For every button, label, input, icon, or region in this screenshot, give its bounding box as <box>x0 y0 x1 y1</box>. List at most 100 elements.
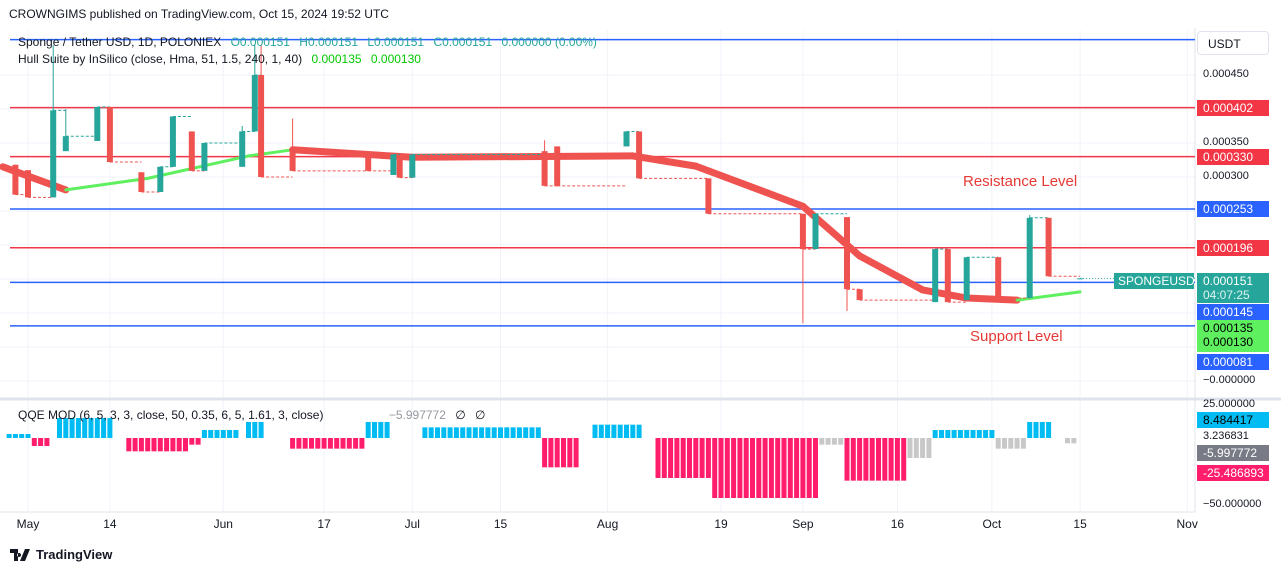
qqe-bar <box>189 438 195 445</box>
candle-body <box>705 178 712 214</box>
candle-body <box>289 151 296 171</box>
qqe-bar <box>907 438 913 458</box>
qqe-bar <box>309 438 314 449</box>
qqe-bar <box>491 427 497 438</box>
hull-value-1: 0.000135 <box>311 52 362 66</box>
qqe-bar <box>138 438 144 452</box>
qqe-bar <box>504 427 510 438</box>
candle-body <box>390 154 397 175</box>
qqe-bar <box>1046 422 1052 438</box>
candle-body <box>138 172 145 192</box>
open-value: O0.000151 <box>230 35 290 49</box>
footer-brand[interactable]: TradingView <box>36 547 113 562</box>
qqe-bar <box>1014 438 1020 449</box>
qqe-bar <box>1002 438 1007 449</box>
qqe-bar <box>888 438 894 481</box>
candle-body <box>856 289 863 301</box>
qqe-bar <box>340 438 346 449</box>
hull-title[interactable]: Hull Suite by InSilico (close, Hma, 51, … <box>18 52 303 66</box>
time-tick: Sep <box>792 517 814 531</box>
footer: TradingView <box>10 547 112 562</box>
candle-body <box>169 116 176 167</box>
qqe-bar <box>422 427 428 438</box>
time-tick: 19 <box>714 517 728 531</box>
qqe-bar <box>831 438 837 445</box>
qqe-bar <box>630 424 636 438</box>
qqe-bar <box>479 427 485 438</box>
level-price-badge: 0.000145 <box>1197 304 1269 320</box>
candle-body <box>623 131 630 147</box>
level-price-badge: 0.000402 <box>1197 99 1269 116</box>
qqe-bar <box>932 430 938 438</box>
qqe-bar <box>750 438 755 498</box>
qqe-bar <box>768 438 774 498</box>
hull-badge: 0.000135 0.000130 <box>1197 320 1269 352</box>
qqe-bar <box>12 434 18 438</box>
qqe-bar <box>882 438 888 481</box>
qqe-bar <box>1033 422 1039 438</box>
qqe-bar <box>126 438 132 452</box>
qqe-badge: -5.997772 <box>1197 445 1269 461</box>
qqe-bar <box>794 438 800 498</box>
qqe-title[interactable]: QQE MOD (6, 5, 3, 3, close, 50, 0.35, 6,… <box>18 408 324 422</box>
qqe-bar <box>214 430 220 438</box>
qqe-bar <box>227 430 233 438</box>
qqe-bar <box>82 418 88 438</box>
qqe-bar <box>252 422 258 438</box>
currency-button[interactable]: USDT <box>1197 31 1269 55</box>
candle-body <box>157 166 164 192</box>
qqe-bar <box>762 438 768 498</box>
qqe-bar <box>567 438 573 468</box>
last-price-value: 0.000151 <box>1203 274 1254 288</box>
qqe-bar <box>636 424 642 438</box>
level-price-badge: 0.000081 <box>1197 354 1269 370</box>
qqe-bar <box>970 430 976 438</box>
qqe-bar <box>674 438 680 478</box>
hull-segment <box>856 252 927 294</box>
qqe-bar <box>321 438 327 449</box>
qqe-na-1: ∅ <box>455 408 466 422</box>
qqe-bar <box>617 424 623 438</box>
qqe-bar <box>668 438 674 478</box>
qqe-bar <box>107 418 113 438</box>
candle-body <box>25 170 31 198</box>
qqe-bar <box>359 438 365 449</box>
qqe-bar <box>926 438 932 458</box>
symbol-title[interactable]: Sponge / Tether USD, 1D, POLONIEX <box>18 35 222 49</box>
qqe-bar <box>573 438 579 468</box>
qqe-bar <box>995 438 1001 449</box>
candle-body <box>50 110 57 198</box>
qqe-bar <box>195 438 201 445</box>
qqe-bar <box>737 438 743 498</box>
candle-body <box>409 154 416 178</box>
qqe-bar <box>705 438 711 478</box>
qqe-bar <box>850 438 856 481</box>
qqe-bar <box>145 438 151 452</box>
candle-body <box>1045 217 1052 277</box>
qqe-bar <box>787 438 793 498</box>
qqe-bar <box>63 418 69 438</box>
qqe-bar <box>605 424 611 438</box>
qqe-bar <box>170 438 176 452</box>
qqe-bar <box>1020 438 1026 449</box>
time-tick: 16 <box>890 517 905 531</box>
qqe-bar <box>88 418 94 438</box>
candle-body <box>62 136 69 152</box>
countdown: 04:07:25 <box>1203 288 1250 302</box>
chart-canvas[interactable] <box>0 0 1281 540</box>
qqe-bar <box>384 422 390 438</box>
qqe-bar <box>302 438 308 449</box>
qqe-badge: 8.484417 <box>1197 412 1269 428</box>
candle-body <box>188 131 195 171</box>
qqe-bar <box>460 427 466 438</box>
qqe-bar <box>775 438 781 498</box>
qqe-bar <box>989 430 995 438</box>
qqe-bar <box>624 424 629 438</box>
qqe-bar <box>945 430 951 438</box>
qqe-bar <box>516 427 522 438</box>
hull-segment <box>146 154 250 180</box>
qqe-bar <box>372 422 377 438</box>
qqe-bar <box>844 438 850 481</box>
hull-badge-value: 0.000135 <box>1203 321 1254 335</box>
candle-body <box>995 257 1002 299</box>
